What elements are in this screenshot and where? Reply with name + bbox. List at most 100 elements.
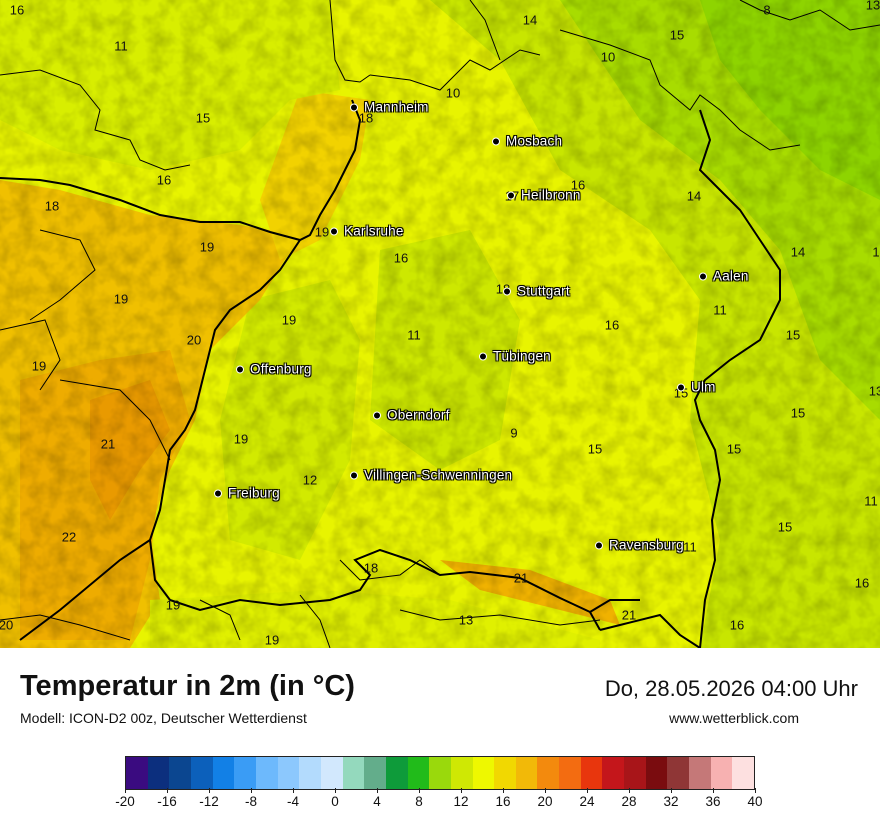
scale-tick-label: 20 <box>537 794 553 809</box>
value-label-19-south: 19 <box>264 632 280 648</box>
color-swatch <box>710 757 733 789</box>
city-marker <box>373 411 381 419</box>
value-label: 16 <box>156 172 172 188</box>
value-label: 18 <box>44 198 60 214</box>
color-swatch <box>169 757 191 789</box>
value-label: 10 <box>445 85 461 101</box>
city-freiburg[interactable]: Freiburg <box>214 486 280 501</box>
city-heilbronn[interactable]: Heilbronn <box>507 188 581 203</box>
value-label-edge: 1 <box>872 244 880 260</box>
scale-tick-label: 4 <box>373 794 381 809</box>
city-aalen[interactable]: Aalen <box>699 269 749 284</box>
value-label: 15 <box>669 27 685 43</box>
minor-borders <box>0 0 880 648</box>
city-oberndorf[interactable]: Oberndorf <box>373 408 450 423</box>
scale-tick-mark <box>377 788 378 793</box>
city-label: Aalen <box>713 268 749 284</box>
color-swatch <box>364 757 386 789</box>
value-label: 16 <box>394 406 410 422</box>
value-label: 21 <box>621 607 637 623</box>
forecast-datetime: Do, 28.05.2026 04:00 Uhr <box>604 676 858 701</box>
color-swatch <box>515 757 538 789</box>
color-swatch <box>732 757 755 789</box>
city-label: Heilbronn <box>521 187 581 203</box>
color-swatch <box>494 757 516 789</box>
temperature-field <box>0 0 880 648</box>
scale-tick-mark <box>167 788 168 793</box>
city-ravensburg[interactable]: Ravensburg <box>595 538 684 553</box>
city-marker <box>214 489 222 497</box>
scale-tick-mark <box>419 788 420 793</box>
value-label: 19 <box>233 431 249 447</box>
map-title: Temperatur in 2m (in °C) <box>20 670 355 702</box>
model-info: Modell: ICON-D2 00z, Deutscher Wetterdie… <box>20 710 307 726</box>
city-karlsruhe[interactable]: Karlsruhe <box>330 224 404 239</box>
value-label: 19 <box>314 224 330 240</box>
main-borders <box>0 99 781 648</box>
color-swatch <box>212 757 235 789</box>
color-swatch <box>472 757 495 789</box>
scale-tick-label: 28 <box>621 794 637 809</box>
value-label: 16 <box>729 617 745 633</box>
value-label: 11 <box>114 38 128 54</box>
color-swatch <box>667 757 690 789</box>
color-swatch <box>342 757 365 789</box>
color-swatch <box>559 757 581 789</box>
city-villingen-schwenningen[interactable]: Villingen-Schwenningen <box>350 468 512 483</box>
value-label: 21 <box>100 436 116 452</box>
website-link[interactable]: www.wetterblick.com <box>669 710 799 726</box>
city-marker <box>330 227 338 235</box>
city-mannheim[interactable]: Mannheim <box>350 100 429 115</box>
value-label: 21 <box>513 570 529 586</box>
city-label: Offenburg <box>250 361 312 377</box>
value-label: 16 <box>854 575 870 591</box>
scale-tick-label: -4 <box>286 794 300 809</box>
scale-tick-mark <box>461 788 462 793</box>
scale-tick-label: -20 <box>115 794 135 809</box>
value-label: 11 <box>407 327 421 343</box>
color-swatch <box>190 757 213 789</box>
value-label: 13 <box>868 383 880 399</box>
value-label: 12 <box>302 472 318 488</box>
city-marker <box>236 365 244 373</box>
value-label: 16 <box>9 2 25 18</box>
scale-tick-label: 40 <box>747 794 763 809</box>
color-swatch <box>537 757 560 789</box>
scale-tick-label: 36 <box>705 794 721 809</box>
color-scale-ticks: -20 -16 -12 -8 -4 0 4 8 12 16 20 24 28 32 36 40 <box>115 794 762 814</box>
city-marker <box>699 272 707 280</box>
city-offenburg[interactable]: Offenburg <box>236 362 312 377</box>
city-marker <box>350 471 358 479</box>
city-label: Karlsruhe <box>344 223 404 239</box>
city-tuebingen[interactable]: Tübingen <box>479 349 551 364</box>
scale-tick-mark <box>125 788 126 793</box>
city-label: Mannheim <box>364 99 429 115</box>
city-marker <box>479 352 487 360</box>
color-swatch <box>602 757 625 789</box>
value-label: 14 <box>522 12 538 28</box>
scale-tick-label: 24 <box>579 794 595 809</box>
color-swatch <box>580 757 603 789</box>
value-label: 19 <box>199 239 215 255</box>
city-marker <box>503 287 511 295</box>
city-mosbach[interactable]: Mosbach <box>492 134 562 149</box>
scale-tick-mark <box>293 788 294 793</box>
city-marker <box>595 541 603 549</box>
city-ulm[interactable]: Ulm <box>677 380 716 395</box>
value-label: 10 <box>600 49 616 65</box>
value-label: 11 <box>713 302 727 318</box>
scale-tick-label: -8 <box>244 794 258 809</box>
scale-tick-mark <box>629 788 630 793</box>
value-label: 18 <box>358 110 374 126</box>
value-label: 13 <box>865 0 880 13</box>
value-label: 19 <box>113 291 129 307</box>
city-label: Freiburg <box>228 485 280 501</box>
temperature-map: 16 11 14 8 15 13 10 10 15 18 16 18 19 17… <box>0 0 880 648</box>
city-stuttgart[interactable]: Stuttgart <box>503 284 570 299</box>
color-swatch <box>234 757 256 789</box>
value-label: 15 <box>195 110 211 126</box>
scale-tick-label: 12 <box>453 794 469 809</box>
scale-tick-mark <box>545 788 546 793</box>
color-swatch <box>147 757 170 789</box>
color-scale <box>125 756 755 790</box>
